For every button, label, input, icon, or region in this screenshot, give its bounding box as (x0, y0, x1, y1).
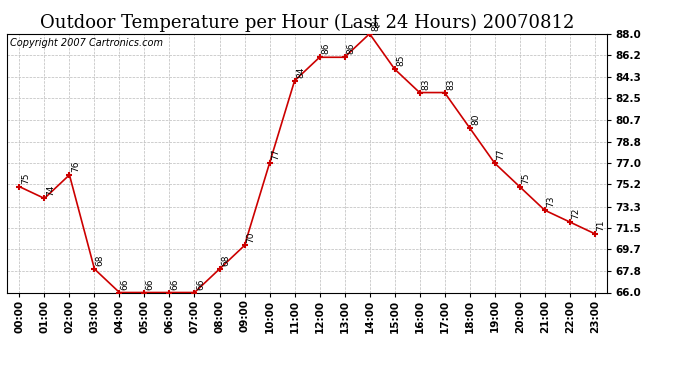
Text: 73: 73 (546, 196, 555, 207)
Text: 85: 85 (396, 55, 405, 66)
Text: 66: 66 (171, 278, 180, 290)
Text: 66: 66 (196, 278, 205, 290)
Text: 68: 68 (96, 255, 105, 266)
Text: Copyright 2007 Cartronics.com: Copyright 2007 Cartronics.com (10, 38, 163, 48)
Text: 86: 86 (346, 43, 355, 54)
Text: 66: 66 (146, 278, 155, 290)
Text: 70: 70 (246, 231, 255, 243)
Text: 75: 75 (521, 172, 530, 184)
Text: 71: 71 (596, 219, 605, 231)
Title: Outdoor Temperature per Hour (Last 24 Hours) 20070812: Outdoor Temperature per Hour (Last 24 Ho… (40, 14, 574, 32)
Text: 84: 84 (296, 67, 305, 78)
Text: 72: 72 (571, 208, 580, 219)
Text: 86: 86 (321, 43, 330, 54)
Text: 77: 77 (271, 149, 280, 160)
Text: 83: 83 (421, 78, 430, 90)
Text: 83: 83 (446, 78, 455, 90)
Text: 76: 76 (71, 160, 80, 172)
Text: 66: 66 (121, 278, 130, 290)
Text: 80: 80 (471, 114, 480, 125)
Text: 74: 74 (46, 184, 55, 196)
Text: 75: 75 (21, 172, 30, 184)
Text: 68: 68 (221, 255, 230, 266)
Text: 77: 77 (496, 149, 505, 160)
Text: 88: 88 (371, 20, 380, 31)
